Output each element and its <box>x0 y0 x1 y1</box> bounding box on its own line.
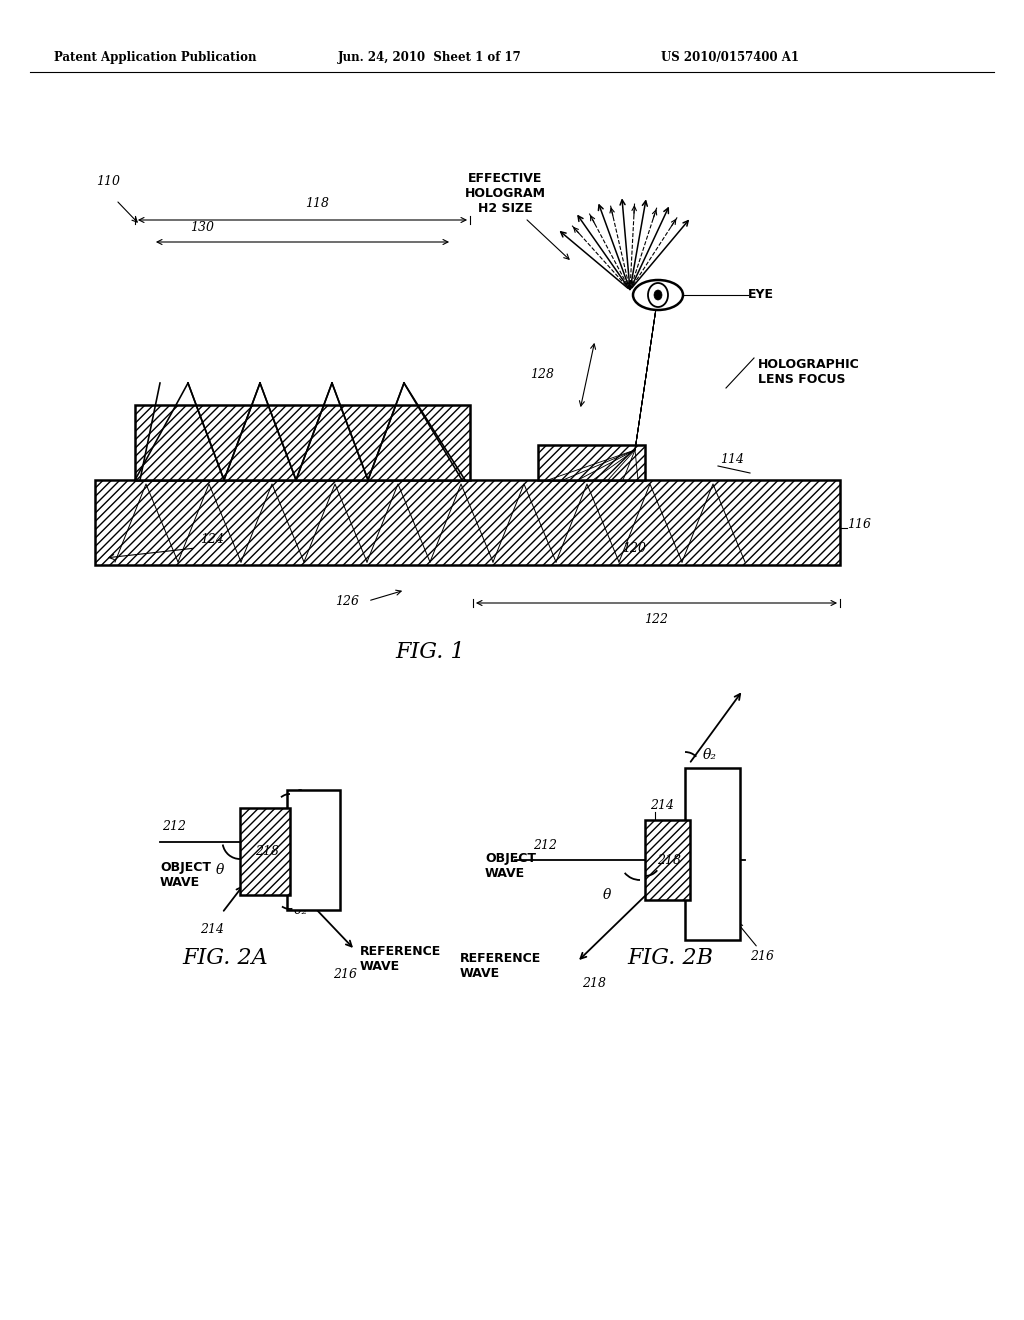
Text: θ₁: θ₁ <box>647 880 662 894</box>
Text: 216: 216 <box>333 968 357 981</box>
Text: 212: 212 <box>162 821 186 833</box>
Text: 112: 112 <box>181 444 205 457</box>
Text: 218: 218 <box>657 854 682 866</box>
Bar <box>135 405 470 480</box>
Text: θ₂: θ₂ <box>294 903 308 917</box>
Bar <box>240 808 290 895</box>
Text: FIG. 1: FIG. 1 <box>395 642 465 663</box>
Text: EYE: EYE <box>748 289 774 301</box>
Bar <box>538 445 645 480</box>
Bar <box>645 820 690 900</box>
Text: FIG. 2B: FIG. 2B <box>627 946 713 969</box>
Text: US 2010/0157400 A1: US 2010/0157400 A1 <box>662 50 799 63</box>
Text: 118: 118 <box>305 197 330 210</box>
Text: 128: 128 <box>530 368 554 381</box>
Bar <box>95 480 840 565</box>
Bar <box>287 789 340 909</box>
Text: Patent Application Publication: Patent Application Publication <box>53 50 256 63</box>
Text: θ: θ <box>603 888 611 902</box>
Text: 124: 124 <box>200 533 224 546</box>
Text: 120: 120 <box>622 543 646 554</box>
Text: 216: 216 <box>750 950 774 964</box>
Ellipse shape <box>633 280 683 310</box>
Bar <box>645 820 690 900</box>
Text: F: F <box>328 436 339 450</box>
Bar <box>135 405 470 480</box>
Text: 130: 130 <box>190 220 214 234</box>
Ellipse shape <box>654 290 662 300</box>
Text: θ₂: θ₂ <box>703 748 717 762</box>
Text: FIG. 2A: FIG. 2A <box>182 946 268 969</box>
Text: 116: 116 <box>847 517 871 531</box>
Bar <box>538 445 645 480</box>
Text: HOLOGRAPHIC
LENS FOCUS: HOLOGRAPHIC LENS FOCUS <box>758 358 860 385</box>
Text: REFERENCE
WAVE: REFERENCE WAVE <box>460 952 542 979</box>
Text: 214: 214 <box>200 923 224 936</box>
Bar <box>240 808 290 895</box>
Text: 114: 114 <box>720 453 744 466</box>
Ellipse shape <box>648 282 668 308</box>
Text: θ₁: θ₁ <box>295 789 309 803</box>
Text: 122: 122 <box>644 612 668 626</box>
Text: 126: 126 <box>335 595 359 609</box>
Text: EFFECTIVE
HOLOGRAM
H2 SIZE: EFFECTIVE HOLOGRAM H2 SIZE <box>465 172 546 215</box>
Text: θ: θ <box>216 863 224 878</box>
Bar <box>685 768 740 940</box>
Text: Jun. 24, 2010  Sheet 1 of 17: Jun. 24, 2010 Sheet 1 of 17 <box>338 50 522 63</box>
Text: 218: 218 <box>255 845 279 858</box>
Text: 212: 212 <box>534 840 557 851</box>
Text: OBJECT
WAVE: OBJECT WAVE <box>160 862 211 890</box>
Text: 218: 218 <box>582 977 606 990</box>
Text: 110: 110 <box>96 176 120 187</box>
Text: OBJECT
WAVE: OBJECT WAVE <box>485 851 536 880</box>
Text: REFERENCE
WAVE: REFERENCE WAVE <box>360 945 441 973</box>
Text: 214: 214 <box>650 799 674 812</box>
Bar <box>95 480 840 565</box>
